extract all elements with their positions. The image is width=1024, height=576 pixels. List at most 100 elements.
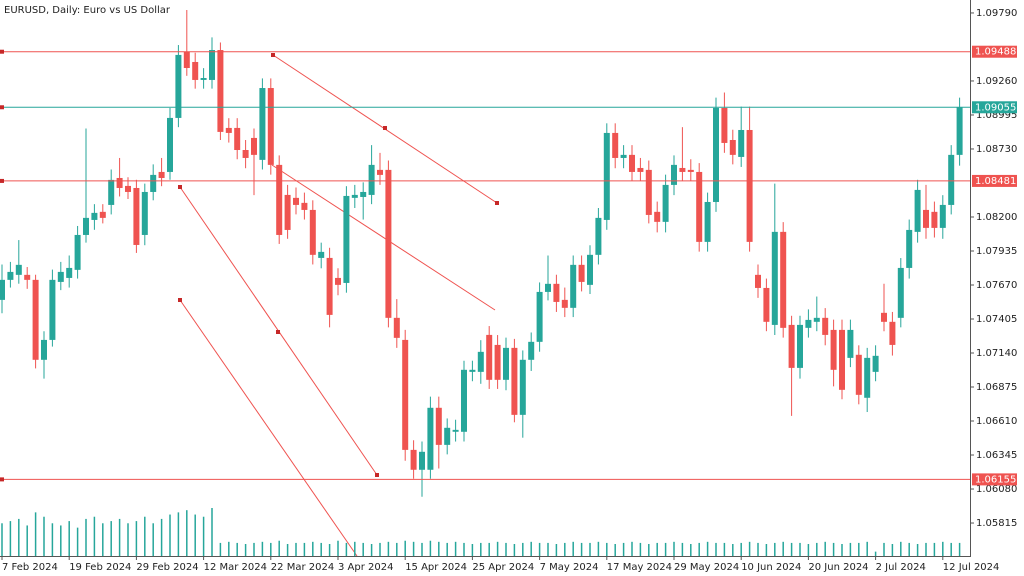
candle-body [209, 50, 215, 80]
y-tick-label: 1.07405 [976, 314, 1017, 325]
candle-body [536, 291, 543, 342]
x-tick-label: 15 Apr 2024 [405, 562, 467, 573]
candle-body [108, 179, 115, 205]
candle-body [66, 267, 73, 278]
anchor [383, 126, 387, 130]
candle-body [116, 177, 123, 188]
x-tick-label: 29 Feb 2024 [136, 562, 198, 573]
candle-body [864, 357, 871, 398]
candle-body [704, 201, 711, 242]
candle-body [419, 451, 425, 470]
candle-body [410, 449, 417, 470]
candle-body [931, 211, 938, 228]
candle-body [293, 197, 299, 205]
candle-body [360, 191, 367, 197]
candle-body [444, 427, 451, 445]
candle-body [511, 347, 518, 415]
candle-body [788, 324, 795, 368]
candle-body [175, 54, 182, 118]
candle-body [242, 150, 249, 158]
x-tick-label: 25 Apr 2024 [472, 562, 534, 573]
x-tick-label: 17 May 2024 [607, 562, 672, 573]
candle-body [486, 334, 493, 380]
candle-body [141, 191, 148, 235]
candle-body [99, 211, 106, 218]
candle-body [721, 107, 728, 143]
candle-body [528, 341, 535, 360]
y-tick-label: 1.06080 [976, 484, 1017, 495]
x-tick-label: 10 Jun 2024 [741, 562, 801, 573]
price-label: 1.06155 [975, 474, 1016, 485]
x-tick-label: 7 May 2024 [540, 562, 599, 573]
candle-body [158, 171, 165, 178]
x-tick-label: 2 Jul 2024 [876, 562, 926, 573]
candle-body [32, 279, 39, 360]
price-label-box [972, 101, 1017, 114]
candle-body [24, 274, 31, 280]
y-tick-label: 1.07935 [976, 246, 1017, 257]
candle-body [746, 129, 753, 242]
price-label-box [972, 473, 1017, 486]
candle-body [368, 164, 375, 195]
candle-body [755, 274, 761, 288]
anchor [375, 473, 379, 477]
candle-body [335, 277, 341, 285]
candle-body [553, 283, 560, 302]
candle-body [49, 279, 56, 340]
x-tick-label: 12 Mar 2024 [204, 562, 267, 573]
y-tick-label: 1.06610 [976, 416, 1017, 427]
price-label-box [972, 174, 1017, 187]
candle-body [343, 195, 350, 283]
candle-body [654, 211, 661, 222]
x-tick-label: 29 May 2024 [674, 562, 739, 573]
candle-body [805, 319, 812, 328]
candle-body [83, 217, 89, 235]
candle-body [687, 169, 694, 172]
candle-body [872, 355, 879, 372]
price-label: 1.08481 [975, 176, 1016, 187]
candle-body [881, 312, 887, 322]
x-tick-label: 20 Jun 2024 [808, 562, 868, 573]
candle-body [780, 231, 787, 328]
candle-body [259, 88, 266, 160]
y-tick-label: 1.07140 [976, 348, 1017, 359]
candle-body [914, 189, 921, 232]
candle-body [309, 209, 316, 255]
anchor [178, 298, 182, 302]
candle-body [679, 167, 686, 172]
candle-body [813, 317, 820, 322]
y-tick-label: 1.06345 [976, 450, 1017, 461]
candle-body [351, 194, 358, 198]
level-marker [0, 178, 4, 183]
candle-body [570, 264, 577, 308]
candle-body [629, 154, 635, 172]
candle-body [477, 351, 484, 372]
candle-body [385, 169, 392, 318]
candle-body [822, 317, 829, 335]
candle-body [41, 339, 47, 360]
candle-body [494, 344, 501, 380]
candle-body [217, 50, 224, 132]
candle-body [519, 359, 526, 415]
candle-body [889, 321, 896, 345]
trendlines [178, 53, 499, 557]
candle-body [923, 209, 929, 228]
x-tick-label: 22 Mar 2024 [271, 562, 334, 573]
x-tick-label: 19 Feb 2024 [69, 562, 131, 573]
candle-body [713, 107, 719, 202]
candle-body [133, 187, 140, 245]
candle-body [662, 184, 669, 222]
candle-body [125, 185, 131, 192]
candle-body [276, 164, 283, 235]
candle-body [284, 194, 291, 230]
candle-body [763, 287, 770, 322]
y-tick-label: 1.08995 [976, 110, 1017, 121]
candle-body [948, 154, 955, 205]
y-tick-label: 1.06875 [976, 382, 1017, 393]
anchor [178, 185, 182, 189]
chart-title: EURUSD, Daily: Euro vs US Dollar [4, 5, 171, 16]
candle-body [301, 202, 308, 210]
candle-body [74, 234, 81, 270]
